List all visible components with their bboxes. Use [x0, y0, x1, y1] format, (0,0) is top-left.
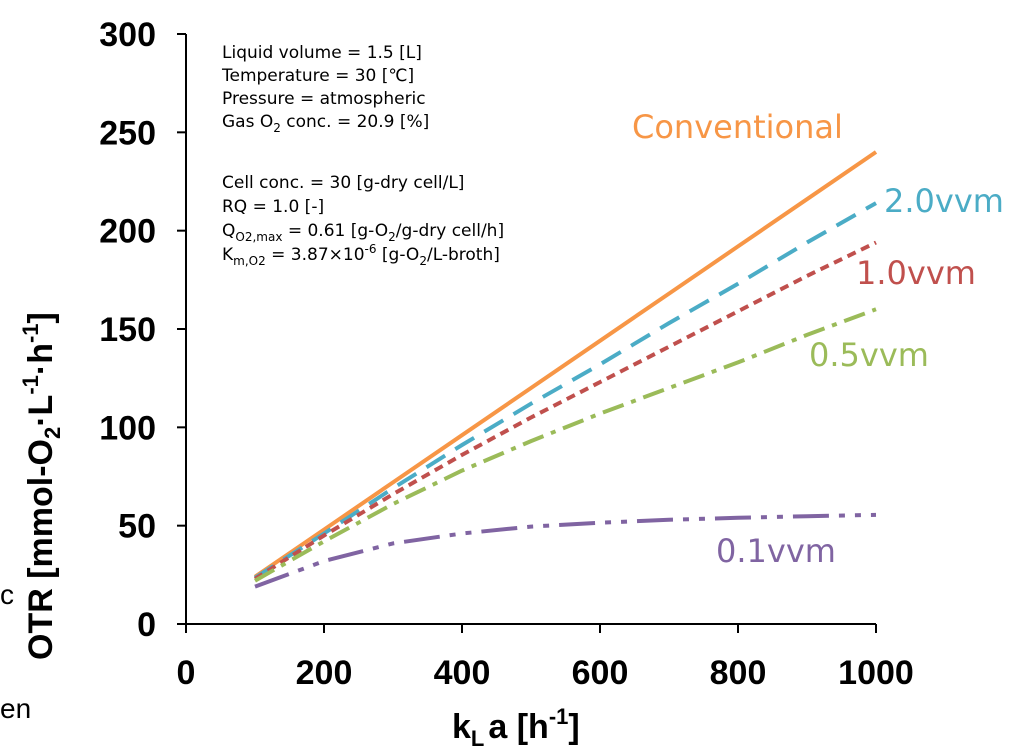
x-axis-ticks: 0 200 400 600 800 1000	[177, 624, 914, 692]
svg-text:Temperature = 30 [℃]: Temperature = 30 [℃]	[221, 66, 414, 86]
y-tick-label: 100	[99, 409, 156, 447]
conditions-annotation: Liquid volume = 1.5 [L] Temperature = 30…	[221, 43, 504, 268]
y-tick-label: 0	[137, 606, 156, 644]
y-tick-label: 300	[99, 16, 156, 54]
svg-text:Cell conc. = 30 [g-dry cell/L]: Cell conc. = 30 [g-dry cell/L]	[222, 173, 464, 193]
x-tick-label: 1000	[838, 654, 914, 692]
series-label-0-1vvm: 0.1vvm	[716, 532, 836, 570]
series-line-0-1vvm	[254, 512, 877, 589]
svg-text:Km,O2 = 3.87×10-6 [g-O2/L-brot: Km,O2 = 3.87×10-6 [g-O2/L-broth]	[222, 242, 500, 268]
y-tick-label: 50	[118, 508, 156, 546]
series-line-0-5vvm	[254, 307, 877, 583]
svg-text:Liquid volume = 1.5 [L]: Liquid volume = 1.5 [L]	[222, 43, 422, 63]
y-axis-ticks: 0 50 100 150 200 250 300	[99, 16, 186, 644]
x-axis-title: kL a [h-1]	[452, 704, 580, 747]
series-line-conventional	[253, 150, 878, 579]
svg-text:Gas O2 conc. = 20.9 [%]: Gas O2 conc. = 20.9 [%]	[222, 112, 429, 135]
series-label-2-0vvm: 2.0vvm	[884, 182, 1004, 220]
y-axis-title: OTR [mmol-O2·L-1·h-1]	[18, 312, 65, 660]
svg-text:Pressure = atmospheric: Pressure = atmospheric	[222, 89, 426, 109]
x-tick-label: 800	[710, 654, 767, 692]
edge-fragment-c: c	[0, 579, 14, 610]
x-tick-label: 400	[434, 654, 491, 692]
y-tick-label: 200	[99, 213, 156, 251]
series-label-conventional: Conventional	[632, 108, 843, 146]
x-tick-label: 200	[296, 654, 353, 692]
svg-text:QO2,max = 0.61 [g-O2/g-dry cel: QO2,max = 0.61 [g-O2/g-dry cell/h]	[222, 221, 504, 244]
series-label-1-0vvm: 1.0vvm	[856, 254, 976, 292]
y-tick-label: 150	[99, 311, 156, 349]
x-tick-label: 0	[177, 654, 196, 692]
edge-fragment-en: en	[0, 693, 31, 724]
series-line-2-0vvm	[253, 201, 877, 580]
series-lines	[253, 150, 878, 589]
x-tick-label: 600	[572, 654, 629, 692]
svg-text:RQ = 1.0 [-]: RQ = 1.0 [-]	[222, 197, 324, 217]
series-label-0-5vvm: 0.5vvm	[809, 336, 929, 374]
series-line-1-0vvm	[253, 240, 877, 581]
y-tick-label: 250	[99, 114, 156, 152]
